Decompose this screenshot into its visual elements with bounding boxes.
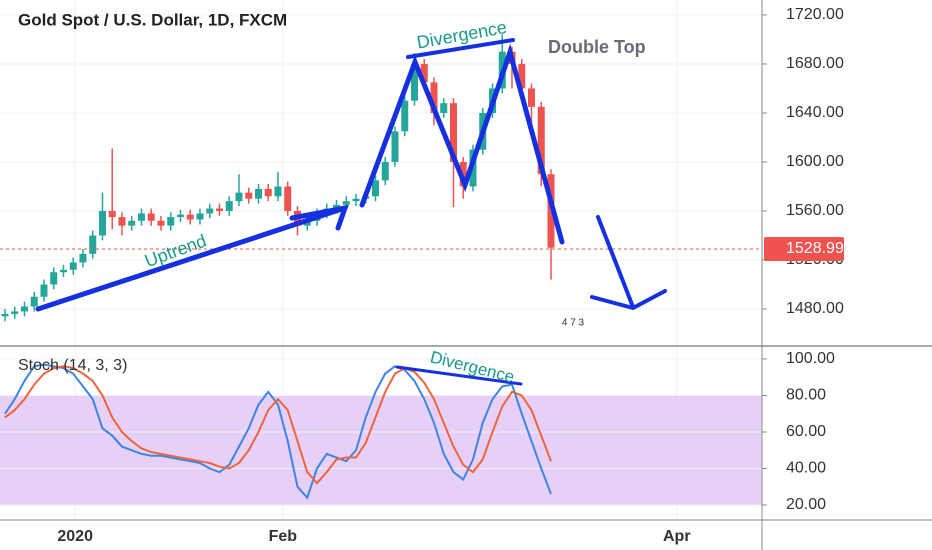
x-tick-label: 2020 (57, 528, 93, 545)
candle-body (391, 131, 399, 162)
candle-body (440, 103, 448, 113)
candle-body (1, 313, 9, 317)
y-tick-label: 1720.00 (786, 6, 844, 23)
candle-body (30, 296, 38, 307)
candle-body (332, 204, 340, 209)
candle-body (342, 201, 350, 205)
candle-body (381, 161, 389, 181)
chart-title: Gold Spot / U.S. Dollar, 1D, FXCM (18, 10, 287, 29)
candle-body (147, 213, 155, 221)
candle-body (167, 217, 175, 226)
candle-body (50, 272, 58, 285)
uptrend-arrow (35, 204, 349, 312)
candle-body (137, 213, 145, 221)
candle-body (401, 100, 409, 132)
candle-body (215, 208, 223, 211)
stoch-line (4, 365, 552, 485)
candle-body (371, 180, 379, 197)
double-top-line (359, 43, 565, 245)
y-tick-label: 40.00 (786, 460, 826, 477)
y-tick-label: 80.00 (786, 387, 826, 404)
last-price-label: 1528.99 (786, 240, 844, 257)
candle-body (59, 269, 67, 273)
y-tick-label: 1680.00 (786, 55, 844, 72)
candle-body (537, 106, 545, 175)
candle-body (176, 214, 184, 218)
annotation: Double Top (548, 37, 646, 57)
band (0, 395, 762, 505)
candle-body (98, 210, 106, 236)
candle-body (196, 213, 204, 220)
y-tick-label: 60.00 (786, 423, 826, 440)
candle-body (449, 103, 457, 162)
candle-body (264, 188, 272, 197)
y-tick-label: 1480.00 (786, 300, 844, 317)
candle-body (527, 88, 535, 107)
divergence-line (395, 365, 523, 386)
candle-body (410, 63, 418, 101)
stoch-line (4, 363, 552, 500)
candle-body (79, 253, 87, 263)
watermark: 4 7 3 (562, 318, 585, 329)
candle-body (254, 188, 262, 199)
indicator-title: Stoch (14, 3, 3) (18, 357, 127, 374)
candle-body (245, 192, 253, 199)
divergence-line (406, 38, 515, 59)
drawings (35, 38, 667, 386)
y-tick-label: 1600.00 (786, 153, 844, 170)
candle-body (206, 208, 214, 214)
last-price-box (764, 236, 844, 261)
candle-body (157, 220, 165, 226)
candle-body (284, 186, 292, 211)
candle-body (430, 82, 438, 113)
candle-body (108, 210, 116, 218)
candle-body (352, 198, 360, 202)
y-tick-label: 1560.00 (786, 202, 844, 219)
candle-body (128, 220, 136, 226)
candle-body (303, 220, 311, 226)
candle-body (40, 284, 48, 297)
down-arrow (590, 215, 667, 311)
candle-body (69, 262, 77, 270)
candle-body (235, 192, 243, 202)
candle-body (89, 235, 97, 254)
candle-body (20, 306, 28, 312)
candle-body (518, 63, 526, 89)
x-tick-label: Feb (269, 528, 298, 545)
x-tick-label: Apr (663, 528, 691, 545)
candle-body (225, 201, 233, 211)
y-tick-label: 1640.00 (786, 104, 844, 121)
annotation: Divergence (428, 347, 516, 386)
candle-body (420, 63, 428, 83)
candle-body (186, 214, 194, 220)
candle-body (274, 186, 282, 197)
candle-body (118, 217, 126, 226)
y-tick-label: 20.00 (786, 496, 826, 513)
candle-body (11, 311, 19, 314)
y-tick-label: 100.00 (786, 350, 835, 367)
